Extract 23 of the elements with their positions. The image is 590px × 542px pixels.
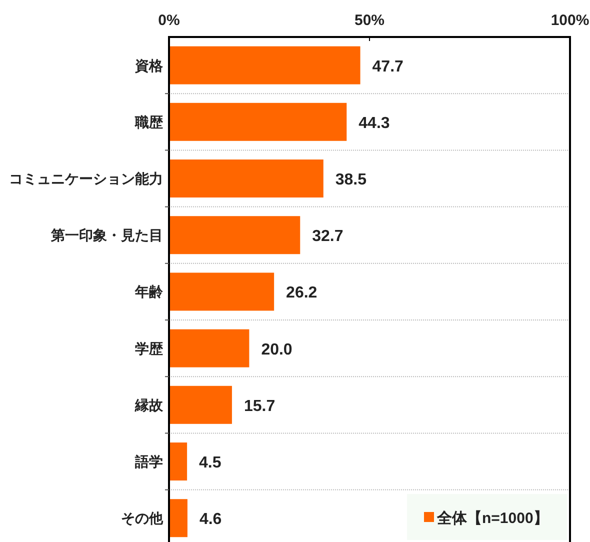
y-tick-label: 学歴 [135, 340, 164, 356]
x-tick-label: 50% [354, 12, 385, 29]
data-label: 15.7 [244, 398, 276, 415]
y-tick-label: 縁故 [134, 396, 164, 413]
data-label: 32.7 [312, 228, 344, 246]
data-label: 4.5 [199, 454, 222, 472]
y-tick-label: コミュニケーション能力 [9, 170, 163, 186]
data-label: 26.2 [286, 284, 318, 302]
y-tick-label: 年齢 [134, 284, 164, 300]
y-tick-label: 職歴 [134, 114, 164, 130]
data-label: 38.5 [335, 172, 367, 188]
legend-label: 全体【n=1000】 [436, 510, 548, 527]
data-label: 47.7 [372, 58, 404, 76]
x-tick-label: 100% [550, 12, 590, 29]
y-tick-label: 資格 [134, 57, 164, 74]
y-tick-label: 第一印象・見た目 [50, 227, 163, 244]
legend: 全体【n=1000】 [407, 494, 567, 540]
data-label: 20.0 [261, 341, 292, 358]
data-label: 44.3 [358, 114, 390, 132]
y-tick-label: その他 [121, 510, 164, 526]
y-tick-label: 語学 [134, 454, 163, 470]
x-tick-label: 0% [158, 12, 180, 29]
data-label: 4.6 [199, 511, 222, 528]
